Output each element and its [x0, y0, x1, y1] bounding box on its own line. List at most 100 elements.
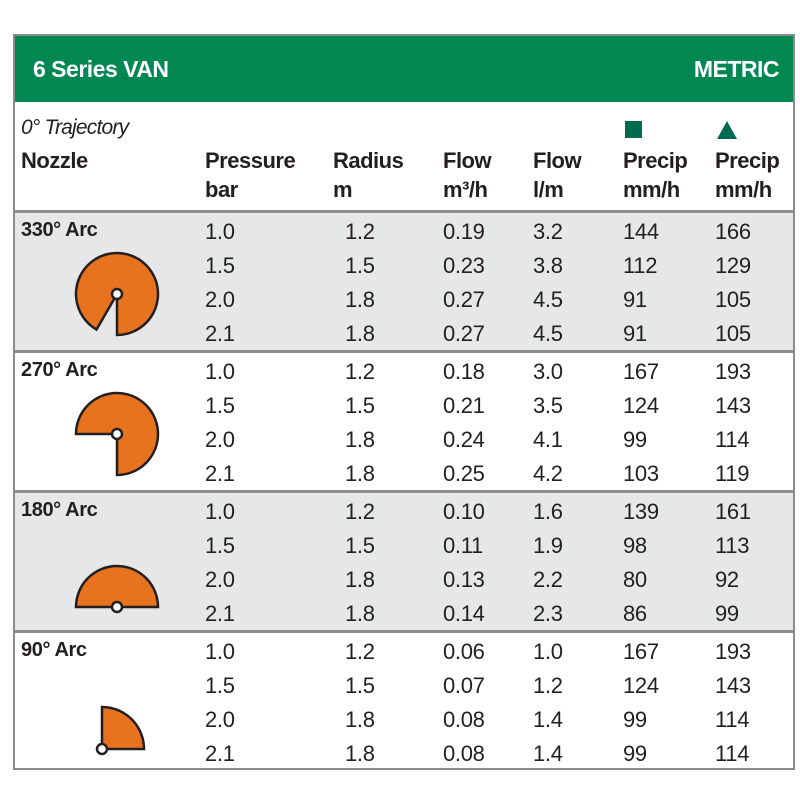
- triangle-spacing-icon: [717, 121, 737, 139]
- cell-precip-triangle: 99: [715, 601, 739, 626]
- cell-precip-square: 91: [623, 287, 647, 312]
- cell-radius: 1.5: [345, 673, 375, 698]
- arc-90-icon: [70, 667, 160, 768]
- nozzle-name: 90° Arc: [21, 639, 87, 661]
- cell-flow-m3h: 0.11: [443, 533, 483, 558]
- cell-pressure: 2.0: [205, 567, 235, 592]
- table-title-bar: 6 Series VAN METRIC: [15, 36, 793, 102]
- header-pressure: Pressure bar: [205, 146, 296, 204]
- nozzle-group: 180° Arc 1.0 1.2 0.10 1.6 139 161 1.5 1.5 0.11 1.9…: [15, 493, 793, 633]
- cell-flow-lm: 4.1: [533, 427, 563, 452]
- header-flow-lm-label: Flow: [533, 148, 582, 173]
- cell-flow-m3h: 0.18: [443, 359, 485, 384]
- cell-radius: 1.2: [345, 499, 375, 524]
- cell-precip-triangle: 105: [715, 321, 751, 346]
- cell-precip-triangle: 193: [715, 639, 751, 664]
- cell-flow-lm: 1.0: [533, 639, 563, 664]
- cell-pressure: 1.0: [205, 639, 235, 664]
- cell-precip-square: 124: [623, 393, 659, 418]
- cell-precip-triangle: 143: [715, 673, 751, 698]
- cell-radius: 1.2: [345, 639, 375, 664]
- header-flow-lm: Flow l/m: [533, 146, 582, 204]
- cell-pressure: 1.5: [205, 533, 235, 558]
- cell-flow-m3h: 0.14: [443, 601, 485, 626]
- cell-precip-square: 99: [623, 707, 647, 732]
- cell-flow-lm: 1.6: [533, 499, 563, 524]
- cell-radius: 1.8: [345, 567, 375, 592]
- cell-precip-triangle: 113: [715, 533, 750, 558]
- cell-pressure: 2.1: [205, 601, 235, 626]
- cell-flow-lm: 4.2: [533, 461, 563, 486]
- cell-pressure: 2.1: [205, 461, 235, 486]
- cell-precip-triangle: 92: [715, 567, 739, 592]
- cell-radius: 1.5: [345, 393, 375, 418]
- cell-flow-m3h: 0.08: [443, 741, 485, 766]
- cell-pressure: 1.5: [205, 393, 235, 418]
- nozzle-group: 90° Arc 1.0 1.2 0.06 1.0 167 193 1.5 1.5 0.07 1.2 1…: [15, 633, 793, 768]
- header-precip-triangle: Precip mm/h: [715, 146, 780, 204]
- table-title: 6 Series VAN: [33, 56, 169, 82]
- header-precip-triangle-label: Precip: [715, 148, 780, 173]
- cell-pressure: 2.1: [205, 741, 235, 766]
- header-flow-lm-unit: l/m: [533, 177, 564, 202]
- cell-radius: 1.5: [345, 253, 375, 278]
- cell-flow-m3h: 0.21: [443, 393, 485, 418]
- cell-precip-triangle: 114: [715, 427, 750, 452]
- cell-flow-m3h: 0.07: [443, 673, 485, 698]
- cell-pressure: 1.0: [205, 219, 235, 244]
- cell-pressure: 1.0: [205, 499, 235, 524]
- cell-pressure: 2.0: [205, 707, 235, 732]
- header-precip-square: Precip mm/h: [623, 146, 688, 204]
- header-precip-triangle-unit: mm/h: [715, 177, 772, 202]
- cell-flow-lm: 3.2: [533, 219, 563, 244]
- cell-flow-lm: 2.2: [533, 567, 563, 592]
- cell-precip-square: 86: [623, 601, 647, 626]
- cell-precip-square: 167: [623, 639, 659, 664]
- cell-radius: 1.2: [345, 359, 375, 384]
- cell-radius: 1.8: [345, 601, 375, 626]
- nozzle-group: 330° Arc 1.0 1.2 0.19 3.2 144 166 1.5 1.5 0.23 3.8…: [15, 213, 793, 353]
- cell-flow-lm: 2.3: [533, 601, 563, 626]
- cell-flow-m3h: 0.24: [443, 427, 485, 452]
- cell-precip-square: 91: [623, 321, 647, 346]
- cell-flow-m3h: 0.13: [443, 567, 485, 592]
- arc-270-icon: [70, 387, 160, 492]
- trajectory-label: 0° Trajectory: [21, 116, 129, 139]
- cell-precip-square: 124: [623, 673, 659, 698]
- cell-flow-m3h: 0.06: [443, 639, 485, 664]
- cell-precip-triangle: 119: [715, 461, 750, 486]
- cell-flow-m3h: 0.27: [443, 287, 485, 312]
- cell-flow-lm: 1.9: [533, 533, 563, 558]
- cell-precip-square: 80: [623, 567, 647, 592]
- cell-precip-triangle: 161: [715, 499, 751, 524]
- cell-radius: 1.8: [345, 707, 375, 732]
- cell-flow-lm: 3.8: [533, 253, 563, 278]
- cell-pressure: 1.0: [205, 359, 235, 384]
- nozzle-group: 270° Arc 1.0 1.2 0.18 3.0 167 193 1.5 1.5 0.21 3.5…: [15, 353, 793, 493]
- header-radius-unit: m: [333, 177, 353, 202]
- cell-flow-lm: 1.4: [533, 707, 563, 732]
- cell-flow-m3h: 0.08: [443, 707, 485, 732]
- header-flow-m3h-label: Flow: [443, 148, 492, 173]
- cell-precip-triangle: 166: [715, 219, 751, 244]
- cell-pressure: 1.5: [205, 253, 235, 278]
- cell-flow-lm: 4.5: [533, 321, 563, 346]
- cell-precip-square: 144: [623, 219, 659, 244]
- header-flow-m3h: Flow m³/h: [443, 146, 492, 204]
- cell-pressure: 1.5: [205, 673, 235, 698]
- cell-precip-square: 167: [623, 359, 659, 384]
- cell-precip-triangle: 114: [715, 707, 750, 732]
- cell-flow-lm: 1.2: [533, 673, 563, 698]
- cell-flow-m3h: 0.10: [443, 499, 485, 524]
- cell-flow-lm: 1.4: [533, 741, 563, 766]
- cell-flow-m3h: 0.19: [443, 219, 485, 244]
- cell-precip-square: 99: [623, 741, 647, 766]
- nozzle-name: 270° Arc: [21, 359, 98, 381]
- cell-precip-square: 103: [623, 461, 659, 486]
- arc-180-icon: [70, 527, 160, 632]
- header-precip-square-label: Precip: [623, 148, 688, 173]
- cell-flow-lm: 3.5: [533, 393, 563, 418]
- nozzle-performance-table: 6 Series VAN METRIC 0° Trajectory Nozzle…: [13, 34, 795, 770]
- cell-radius: 1.5: [345, 533, 375, 558]
- cell-pressure: 2.1: [205, 321, 235, 346]
